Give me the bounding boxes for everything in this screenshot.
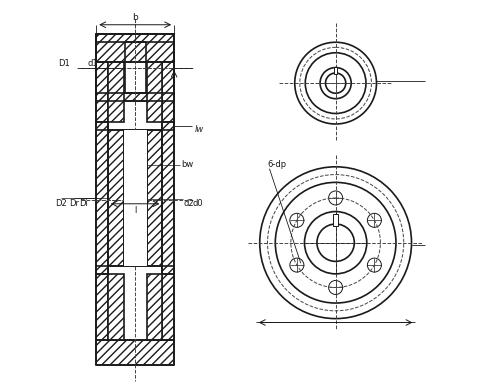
Bar <box>147 130 162 266</box>
Bar <box>96 34 174 42</box>
Text: b: b <box>132 13 138 22</box>
Text: 6-dp: 6-dp <box>268 160 286 169</box>
Bar <box>96 62 108 340</box>
Bar <box>96 42 174 93</box>
Text: D2: D2 <box>56 199 67 208</box>
Text: Dr: Dr <box>69 199 79 208</box>
Bar <box>334 67 337 74</box>
Bar <box>334 214 338 226</box>
Bar <box>108 62 124 122</box>
Bar <box>147 274 162 340</box>
Bar <box>108 274 124 340</box>
Text: Di: Di <box>80 199 88 208</box>
Text: D1: D1 <box>58 59 70 68</box>
Bar <box>96 266 108 274</box>
Bar <box>96 122 108 130</box>
Text: l: l <box>134 206 136 215</box>
Text: lw: lw <box>194 125 203 134</box>
Text: bw: bw <box>181 160 194 169</box>
Bar <box>162 122 174 130</box>
Bar <box>96 340 174 365</box>
Bar <box>162 266 174 274</box>
Text: d0: d0 <box>193 199 203 208</box>
Text: d1: d1 <box>88 59 98 68</box>
Bar <box>108 130 124 266</box>
Bar <box>96 34 174 62</box>
Bar <box>124 130 147 266</box>
Bar <box>96 93 174 101</box>
Text: d2: d2 <box>184 199 194 208</box>
Bar <box>162 62 174 340</box>
Bar <box>147 62 162 122</box>
